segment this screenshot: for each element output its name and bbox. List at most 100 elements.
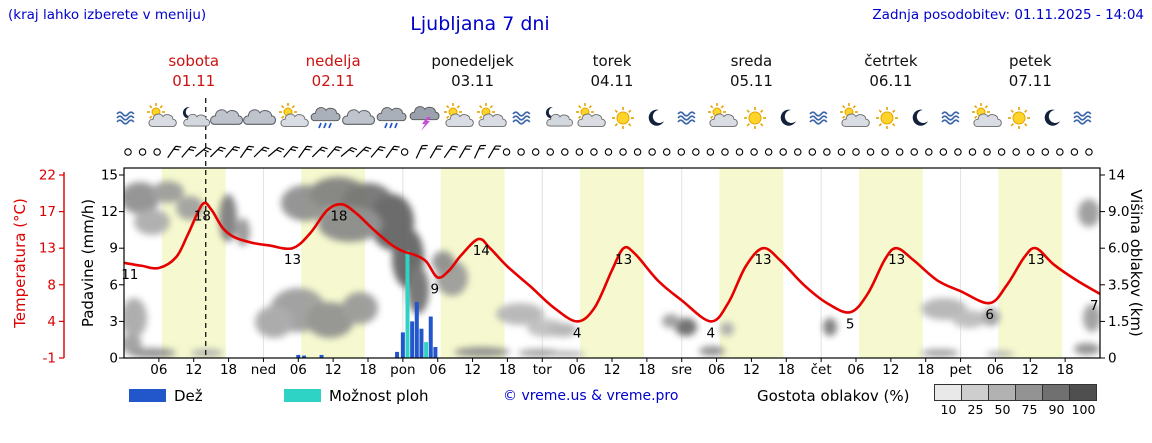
sun-weather-icon [876, 107, 898, 129]
day-header-ponedeljek: ponedeljek 03.11 [403, 51, 542, 91]
wind-barb-icon [458, 145, 472, 159]
hour-tick-label: 06 [569, 362, 586, 378]
calm-wind-icon [400, 148, 409, 156]
calm-wind-icon [750, 148, 758, 156]
day-name: nedelja [305, 52, 361, 70]
temperature-value-label: 13 [888, 252, 905, 268]
cloud-blob [986, 351, 1014, 357]
last-update-text: Zadnja posodobitev: 01.11.2025 - 14:04 [872, 7, 1144, 23]
precipitation-tick-label: 3 [109, 314, 118, 330]
calm-wind-icon [633, 148, 642, 156]
temperature-value-label: 7 [1090, 298, 1099, 314]
temperature-tick-label: 8 [47, 277, 56, 293]
calm-wind-icon [517, 148, 525, 156]
wind-barb-icon [326, 146, 342, 158]
calm-wind-icon [706, 148, 715, 156]
temperature-value-label: 11 [121, 267, 138, 283]
day-date: 01.11 [172, 72, 216, 90]
rain-weather-icon [310, 107, 341, 129]
cloud-blob [1078, 199, 1100, 227]
cloud-density-scale: 10 25 50 75 90 100 [934, 384, 1097, 417]
density-cell: 90 [1042, 384, 1070, 417]
hour-tick-label: 12 [464, 362, 481, 378]
hour-tick-label: 18 [220, 362, 237, 378]
calm-wind-icon [764, 148, 773, 156]
suncloud-weather-icon [477, 103, 507, 127]
suncloud-weather-icon [576, 103, 606, 127]
suncloud-weather-icon [147, 103, 177, 127]
cloud-weather-icon [342, 109, 376, 125]
hour-tick-label: 12 [603, 362, 620, 378]
hour-tick-label: 06 [429, 362, 446, 378]
hour-tick-label: 06 [987, 362, 1004, 378]
wind-barb-icon [311, 146, 328, 158]
density-cell: 50 [988, 384, 1016, 417]
day-date: 05.11 [729, 72, 773, 90]
calm-wind-icon [502, 148, 511, 156]
calm-wind-icon [823, 148, 831, 156]
temperature-tick-label: 22 [39, 168, 56, 184]
wind-barb-icon [385, 145, 400, 159]
precipitation-tick-label: 9 [109, 241, 118, 257]
hour-tick-label: 12 [325, 362, 342, 378]
day-date: 07.11 [1008, 72, 1052, 90]
cloud-blob [675, 318, 697, 336]
rain-bar [319, 354, 324, 358]
calm-wind-icon [124, 148, 132, 156]
calm-wind-icon [866, 148, 875, 156]
wind-barb-icon [167, 145, 182, 159]
cloud-blob [191, 349, 223, 357]
cloud-blob [124, 182, 160, 214]
day-header-petek: petek 07.11 [961, 51, 1100, 91]
cloud-blob [407, 266, 429, 314]
calm-wind-icon [968, 148, 977, 156]
wind-barb-icon [195, 146, 212, 157]
rain-bar [410, 321, 415, 358]
temperature-tick-label: 13 [39, 241, 56, 257]
sun-weather-icon [744, 107, 766, 129]
fog-weather-icon [512, 111, 531, 125]
density-cell: 100 [1069, 384, 1097, 417]
day-header-četrtek: četrtek 06.11 [821, 51, 960, 91]
calm-wind-icon [997, 148, 1006, 156]
showers-bar [424, 342, 429, 358]
daylight-band [858, 168, 923, 358]
wind-barb-icon [209, 146, 226, 158]
cloud-blob [496, 303, 544, 325]
day-abbrev-label: pet [949, 362, 971, 378]
cloud-blob [823, 318, 837, 336]
day-header-sobota: sobota 01.11 [124, 51, 263, 91]
page-title: Ljubljana 7 dni [410, 13, 550, 35]
calm-wind-icon [881, 148, 889, 156]
wind-barb-icon [340, 146, 358, 157]
wind-barb-icon [443, 145, 458, 159]
sun-weather-icon [612, 107, 634, 129]
cloud-height-tick-label: 3.5 [1108, 277, 1129, 293]
temperature-value-label: 18 [330, 208, 347, 224]
cloud-height-tick-label: 14 [1108, 168, 1125, 184]
wind-barb-icon [224, 146, 240, 158]
cloud-blob [699, 346, 725, 356]
calm-wind-icon [1085, 148, 1093, 156]
calm-wind-icon [954, 148, 962, 156]
cloud-weather-icon [210, 109, 244, 125]
fog-weather-icon [677, 111, 696, 125]
copyright-link[interactable]: © vreme.us & vreme.pro [503, 388, 679, 404]
calm-wind-icon [837, 148, 846, 156]
cloud-blob [306, 302, 354, 338]
calm-wind-icon [735, 148, 744, 156]
calm-wind-icon [983, 148, 991, 156]
calm-wind-icon [925, 148, 933, 156]
calm-wind-icon [575, 148, 584, 156]
hour-tick-label: 06 [150, 362, 167, 378]
density-swatch [1042, 384, 1070, 401]
rain-bar [400, 332, 405, 358]
precipitation-tick-label: 12 [101, 204, 118, 220]
day-name: sreda [730, 52, 773, 70]
calm-wind-icon [779, 148, 787, 156]
cloud-blob [318, 206, 382, 242]
wind-barb-icon [239, 145, 255, 159]
precipitation-tick-label: 6 [109, 277, 118, 293]
cloud-height-tick-label: 0 [1108, 351, 1117, 367]
